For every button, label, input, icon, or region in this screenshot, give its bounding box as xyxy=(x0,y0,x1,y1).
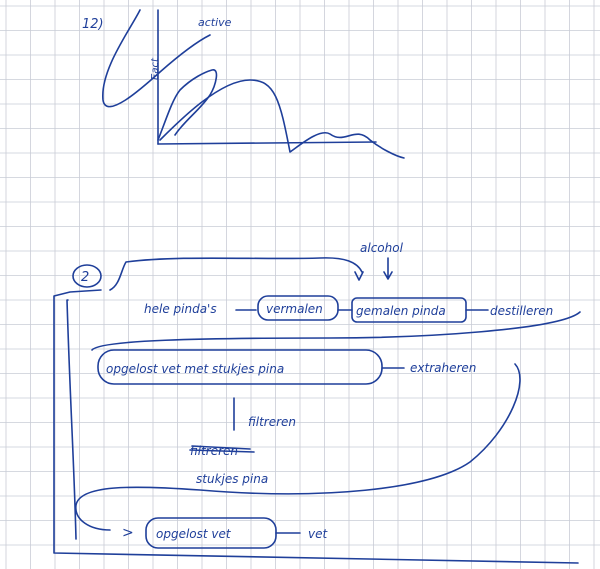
step1-box xyxy=(257,295,339,321)
step3-return-curve xyxy=(91,311,581,351)
step2-label: gemalen pinda xyxy=(356,304,446,318)
start-label: hele pinda's xyxy=(144,302,217,316)
sketch-axis-label: Eact xyxy=(150,57,161,80)
sketch-decay-curve xyxy=(159,79,405,159)
result-arrow: > xyxy=(122,525,134,541)
process-diagram: 2 alcohol hele pinda's vermalen gemalen … xyxy=(53,241,581,564)
sketch-loop-curve xyxy=(102,9,211,108)
step4-return-curve xyxy=(75,363,521,531)
crossed-strike xyxy=(189,445,255,453)
residue-label: stukjes pina xyxy=(196,472,268,486)
exercise-2-circle xyxy=(72,264,102,288)
loop-left-line xyxy=(66,299,77,540)
outer-loop-line xyxy=(53,289,579,564)
sketch-curve-label: active xyxy=(198,16,232,29)
mixture-label: opgelost vet met stukjes pina xyxy=(106,362,284,376)
mixture-box xyxy=(97,349,383,385)
step4-label: extraheren xyxy=(410,361,476,375)
final-label: vet xyxy=(308,527,328,541)
step5-label: filtreren xyxy=(248,415,296,429)
additive-arrow xyxy=(354,257,393,281)
energy-sketch: 12) Eact active xyxy=(82,9,405,159)
additive-label: alcohol xyxy=(360,241,404,255)
exercise-2-number: 2 xyxy=(81,270,89,285)
step3-label: destilleren xyxy=(490,304,553,318)
sketch-peak-curve xyxy=(157,69,218,141)
sketch-x-axis xyxy=(157,141,377,145)
inner-loop-line xyxy=(109,257,363,291)
result-label: opgelost vet xyxy=(156,527,232,541)
exercise-12-label: 12) xyxy=(82,17,104,32)
step1-label: vermalen xyxy=(266,302,323,316)
